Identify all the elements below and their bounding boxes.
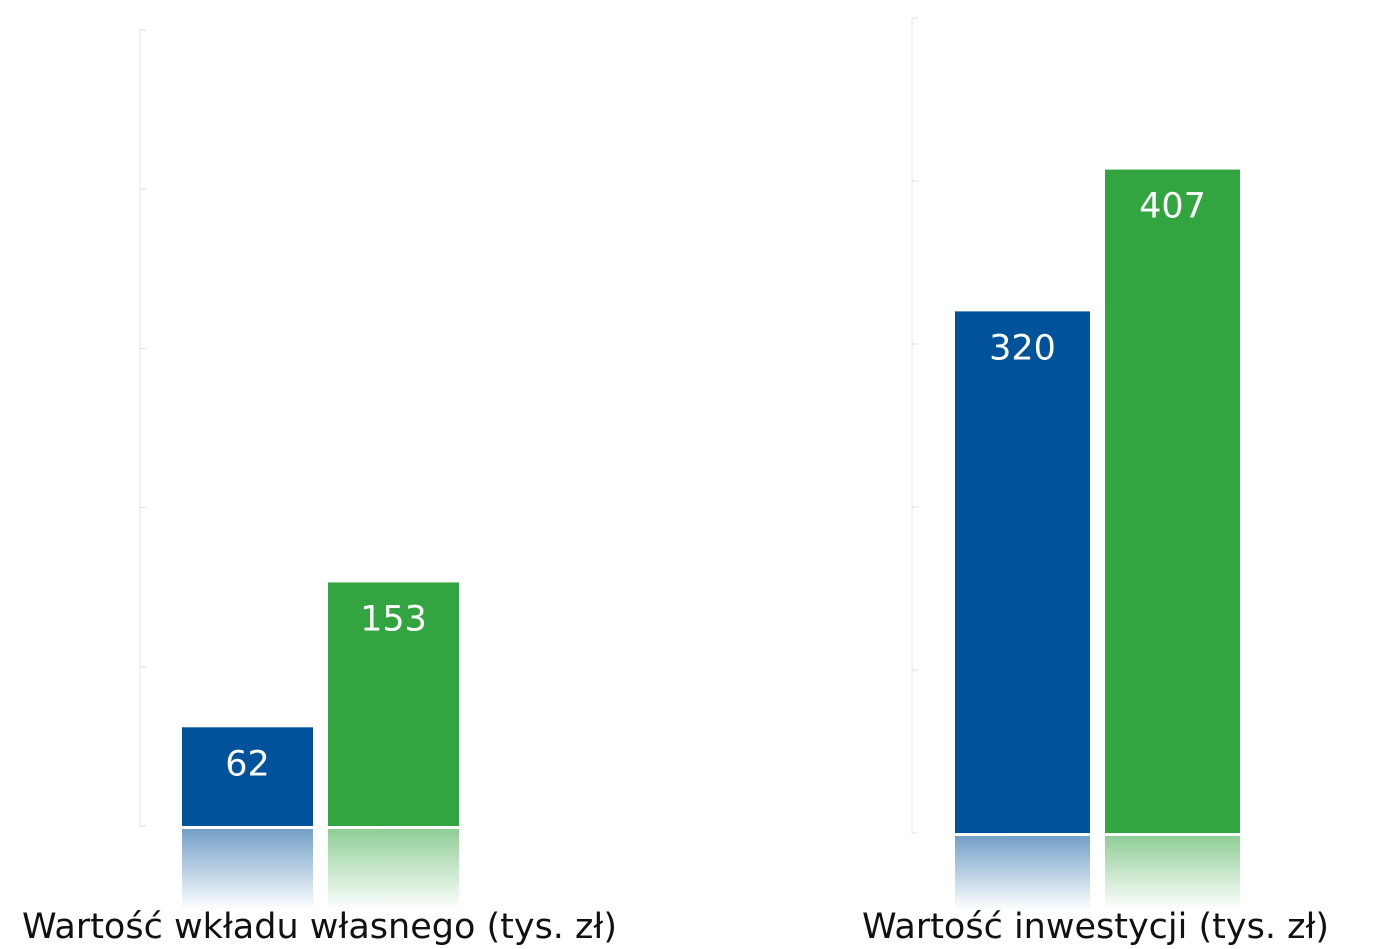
chart-title: Wartość wkładu własnego (tys. zł) bbox=[22, 907, 617, 947]
value-label: 153 bbox=[360, 599, 427, 639]
bar bbox=[328, 582, 459, 826]
bar-reflection bbox=[182, 829, 313, 910]
bar bbox=[1105, 169, 1240, 834]
bar-reflection bbox=[1105, 836, 1240, 910]
value-label: 320 bbox=[989, 328, 1056, 368]
bar bbox=[182, 727, 313, 826]
bar-reflection bbox=[955, 836, 1090, 910]
chart-title: Wartość inwestycji (tys. zł) bbox=[862, 907, 1329, 947]
value-label: 407 bbox=[1139, 187, 1206, 227]
value-label: 62 bbox=[225, 744, 270, 784]
bar bbox=[955, 311, 1090, 833]
bar-reflection bbox=[328, 829, 459, 910]
